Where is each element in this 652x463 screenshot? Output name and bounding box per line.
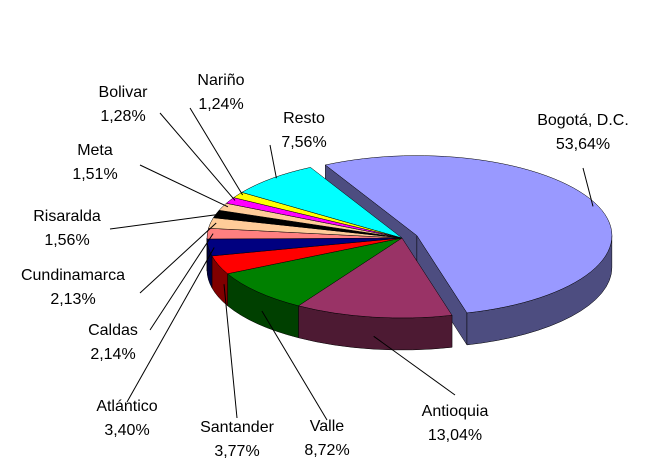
- slice: [297, 237, 453, 319]
- value-label: 1,56%: [44, 232, 89, 249]
- leader-line: [189, 107, 244, 196]
- leader-line: [139, 222, 217, 294]
- leader-line: [149, 233, 214, 331]
- slice: [226, 237, 403, 307]
- slice-label: Bogotá, D.C.: [537, 112, 629, 129]
- slice-label: Meta: [77, 142, 113, 159]
- leader-line: [109, 213, 222, 230]
- slice: [324, 155, 613, 314]
- leader-line: [126, 247, 215, 403]
- slice: [241, 167, 403, 239]
- value-label: 3,40%: [104, 422, 149, 439]
- slice-label: Atlántico: [96, 398, 157, 415]
- leader-line: [269, 144, 277, 179]
- value-label: 1,24%: [198, 96, 243, 113]
- leader-line: [159, 112, 236, 201]
- leader-line: [373, 335, 456, 396]
- value-label: 3,77%: [214, 443, 259, 460]
- slice-label: Valle: [310, 418, 344, 435]
- value-label: 2,14%: [90, 346, 135, 363]
- slice-label: Antioquia: [422, 403, 489, 420]
- slice-label: Risaralda: [33, 208, 101, 225]
- slice-label: Caldas: [88, 322, 138, 339]
- slice-label: Cundinamarca: [21, 267, 125, 284]
- slice-label: Santander: [200, 419, 275, 436]
- slice-label: Bolivar: [99, 84, 149, 101]
- value-label: 13,04%: [428, 427, 482, 444]
- value-label: 1,51%: [72, 166, 117, 183]
- value-label: 53,64%: [556, 136, 610, 153]
- slice-label: Nariño: [197, 72, 244, 89]
- value-label: 8,72%: [304, 442, 349, 459]
- leader-line: [261, 310, 328, 421]
- leader-line: [223, 284, 238, 419]
- leader-line: [139, 164, 229, 208]
- value-label: 1,28%: [100, 108, 145, 125]
- value-label: 7,56%: [281, 134, 326, 151]
- slice-label: Resto: [283, 110, 325, 127]
- leader-line: [582, 167, 594, 207]
- value-label: 2,13%: [50, 291, 95, 308]
